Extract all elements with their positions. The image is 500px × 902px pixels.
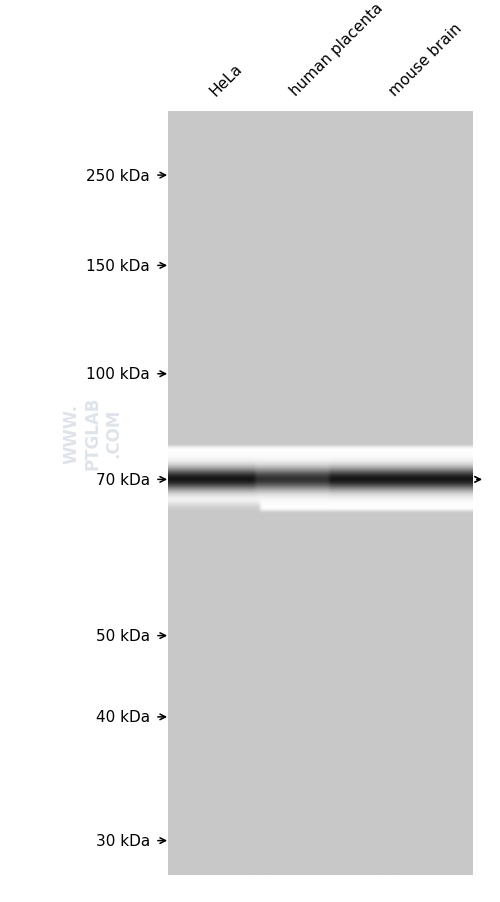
Text: 70 kDa: 70 kDa bbox=[96, 473, 150, 487]
Text: WWW.
PTGLAB
.COM: WWW. PTGLAB .COM bbox=[62, 396, 122, 470]
Text: 40 kDa: 40 kDa bbox=[96, 710, 150, 724]
Text: 100 kDa: 100 kDa bbox=[86, 367, 150, 382]
Text: HeLa: HeLa bbox=[207, 61, 245, 99]
Text: human placenta: human placenta bbox=[287, 1, 386, 99]
Text: 250 kDa: 250 kDa bbox=[86, 169, 150, 183]
Text: 30 kDa: 30 kDa bbox=[96, 833, 150, 848]
Text: mouse brain: mouse brain bbox=[387, 21, 465, 99]
Text: 50 kDa: 50 kDa bbox=[96, 629, 150, 643]
Text: 150 kDa: 150 kDa bbox=[86, 259, 150, 273]
